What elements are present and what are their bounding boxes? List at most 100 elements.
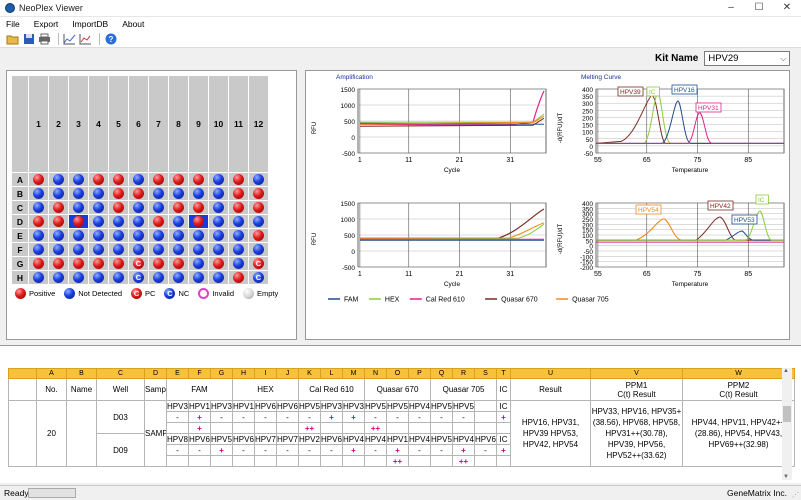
target-name-cell[interactable]: HPV73	[276, 433, 299, 445]
well-cell[interactable]	[228, 242, 249, 257]
resize-grip-icon[interactable]: ⋰	[792, 492, 799, 499]
column-letter[interactable]: P	[408, 368, 431, 379]
header-quasar670[interactable]: Quasar 670	[364, 378, 431, 401]
well-cell[interactable]	[168, 172, 189, 187]
target-value-cell[interactable]	[320, 455, 343, 467]
target-name-cell[interactable]: HPV44	[364, 433, 387, 445]
scroll-up-icon[interactable]: ▲	[783, 368, 789, 374]
target-name-cell[interactable]: HPV11	[386, 433, 409, 445]
well-cell[interactable]	[208, 242, 229, 257]
target-value-cell[interactable]	[276, 455, 299, 467]
target-value-cell[interactable]: -	[298, 411, 321, 423]
target-value-cell[interactable]	[166, 455, 189, 467]
cell-well-1[interactable]: D03	[96, 400, 145, 434]
well-cell[interactable]	[68, 228, 89, 243]
well-cell[interactable]: C	[128, 270, 149, 285]
target-name-cell[interactable]: HPV35	[210, 400, 233, 412]
target-value-cell[interactable]	[254, 422, 277, 434]
target-value-cell[interactable]: -	[276, 444, 299, 456]
well-cell[interactable]	[88, 242, 109, 257]
target-value-cell[interactable]: +	[452, 444, 475, 456]
cell-ppm2[interactable]: HPV44, HPV11, HPV42++ (28.86), HPV54, HP…	[682, 400, 795, 467]
target-name-cell[interactable]	[474, 400, 497, 412]
header-fam[interactable]: FAM	[166, 378, 233, 401]
well-cell[interactable]	[28, 256, 49, 271]
well-cell[interactable]	[208, 228, 229, 243]
well-cell[interactable]	[68, 256, 89, 271]
well-cell[interactable]	[128, 228, 149, 243]
header-quasar705[interactable]: Quasar 705	[430, 378, 497, 401]
target-name-cell[interactable]: HPV56	[364, 400, 387, 412]
target-name-cell[interactable]: HPV51	[452, 400, 475, 412]
column-letter[interactable]: U	[510, 368, 591, 379]
target-value-cell[interactable]: -	[276, 411, 299, 423]
well-cell[interactable]	[228, 186, 249, 201]
target-name-cell[interactable]: HPV66	[254, 400, 277, 412]
well-cell[interactable]	[248, 186, 269, 201]
cell-sample-type[interactable]: SAMPLE	[144, 400, 167, 467]
well-cell[interactable]	[208, 256, 229, 271]
cell-well-2[interactable]: D09	[96, 433, 145, 467]
header-hex[interactable]: HEX	[232, 378, 299, 401]
column-letter[interactable]: R	[452, 368, 475, 379]
save-icon[interactable]	[22, 33, 35, 45]
well-cell[interactable]	[168, 214, 189, 229]
well-cell[interactable]	[208, 172, 229, 187]
header-ic[interactable]: IC	[496, 378, 511, 401]
target-name-cell[interactable]: HPV82	[166, 433, 189, 445]
well-cell[interactable]	[108, 242, 129, 257]
target-name-cell[interactable]: HPV43	[452, 433, 475, 445]
column-letter[interactable]: V	[590, 368, 683, 379]
well-cell[interactable]	[68, 200, 89, 215]
well-cell[interactable]	[188, 200, 209, 215]
cell-name[interactable]	[66, 400, 97, 467]
column-letter[interactable]: B	[66, 368, 97, 379]
well-cell[interactable]	[88, 256, 109, 271]
target-name-cell[interactable]: HPV6	[188, 433, 211, 445]
cell-ic-2[interactable]: IC	[496, 433, 511, 445]
well-cell[interactable]	[168, 186, 189, 201]
target-name-cell[interactable]: HPV40	[342, 433, 365, 445]
well-cell[interactable]	[128, 200, 149, 215]
target-value-cell[interactable]: -	[430, 411, 453, 423]
target-name-cell[interactable]: HPV67	[320, 433, 343, 445]
well-cell[interactable]	[208, 200, 229, 215]
target-value-cell[interactable]: -	[166, 444, 189, 456]
well-cell[interactable]	[108, 228, 129, 243]
target-value-cell[interactable]: +	[342, 444, 365, 456]
well-cell[interactable]	[188, 186, 209, 201]
target-value-cell[interactable]	[298, 455, 321, 467]
well-cell[interactable]: C	[128, 256, 149, 271]
well-cell[interactable]	[48, 200, 69, 215]
target-name-cell[interactable]: HPV39	[342, 400, 365, 412]
target-value-cell[interactable]	[386, 422, 409, 434]
scroll-thumb[interactable]	[783, 406, 791, 422]
well-cell[interactable]	[108, 200, 129, 215]
column-letter[interactable]: I	[254, 368, 277, 379]
target-value-cell[interactable]	[474, 422, 497, 434]
target-value-cell[interactable]: -	[254, 444, 277, 456]
menu-file[interactable]: File	[6, 19, 20, 29]
well-cell[interactable]	[88, 200, 109, 215]
well-cell[interactable]	[208, 186, 229, 201]
well-cell[interactable]	[88, 186, 109, 201]
column-letter[interactable]: L	[320, 368, 343, 379]
well-cell[interactable]	[228, 200, 249, 215]
well-cell[interactable]	[228, 270, 249, 285]
help-icon[interactable]: ?	[104, 33, 117, 45]
target-value-cell[interactable]: -	[188, 444, 211, 456]
target-value-cell[interactable]: ++	[364, 422, 387, 434]
column-letter[interactable]: C	[96, 368, 145, 379]
well-cell[interactable]	[48, 214, 69, 229]
target-value-cell[interactable]: +	[188, 422, 211, 434]
target-value-cell[interactable]: -	[320, 444, 343, 456]
well-cell[interactable]	[48, 270, 69, 285]
well-cell[interactable]	[188, 228, 209, 243]
target-name-cell[interactable]: HPV59	[430, 400, 453, 412]
target-name-cell[interactable]: HPV16	[188, 400, 211, 412]
well-cell[interactable]	[128, 186, 149, 201]
well-cell[interactable]	[88, 228, 109, 243]
target-name-cell[interactable]: HPV26	[298, 433, 321, 445]
target-name-cell[interactable]: HPV70	[254, 433, 277, 445]
well-cell[interactable]	[168, 242, 189, 257]
